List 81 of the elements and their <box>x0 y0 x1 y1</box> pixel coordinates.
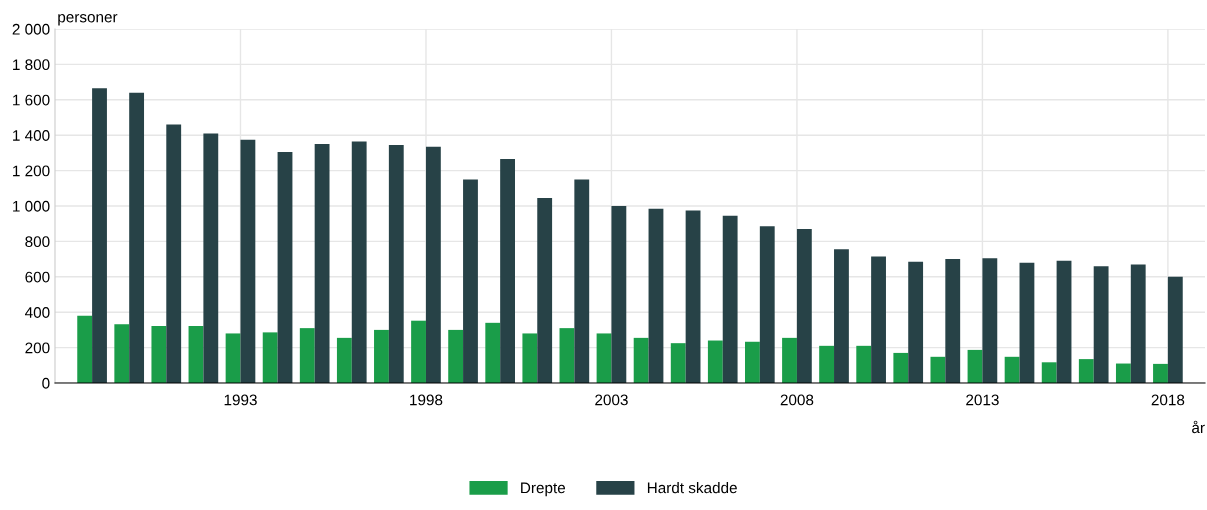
y-tick-label: 2 000 <box>12 23 50 35</box>
bar <box>1130 264 1146 383</box>
y-tick-label: 200 <box>25 342 50 354</box>
bar <box>500 159 515 383</box>
bar <box>574 179 590 383</box>
bar <box>1019 262 1035 383</box>
bar <box>114 324 130 383</box>
bar <box>1115 363 1131 383</box>
y-tick-label: 800 <box>25 236 50 248</box>
bar <box>92 88 107 383</box>
bar <box>203 133 219 383</box>
y-tick-label: 1 400 <box>13 130 50 141</box>
bar <box>448 329 464 383</box>
bar <box>611 206 627 383</box>
bar <box>262 332 278 383</box>
y-tick-label: 1 600 <box>13 94 50 106</box>
y-axis-title: personer <box>58 14 118 26</box>
x-tick-label: 2018 <box>1151 394 1185 406</box>
bar <box>633 337 649 383</box>
bar <box>299 328 315 383</box>
bar <box>670 343 686 383</box>
bar <box>908 261 924 383</box>
bar <box>871 256 886 383</box>
bar <box>1093 266 1109 383</box>
y-tick-label: 400 <box>25 307 50 318</box>
bar <box>930 356 946 383</box>
y-tick-label: 1 200 <box>13 165 50 177</box>
bar <box>796 229 812 383</box>
bar <box>1078 359 1094 383</box>
bar <box>559 328 575 383</box>
bar <box>1004 356 1020 383</box>
bar <box>967 349 983 383</box>
bar <box>411 320 426 383</box>
y-tick-label: 1 800 <box>13 59 50 71</box>
bar <box>945 259 961 383</box>
bar <box>537 198 553 383</box>
bar <box>745 341 760 383</box>
bar <box>893 352 909 383</box>
bar <box>1167 276 1183 383</box>
bar <box>782 337 797 383</box>
bar <box>314 144 330 383</box>
bar <box>277 152 293 383</box>
bar <box>485 322 501 383</box>
x-tick-label: 2013 <box>966 394 999 406</box>
bar <box>1056 260 1072 383</box>
bar <box>685 210 701 383</box>
bar <box>351 141 367 383</box>
x-tick-label: 2008 <box>780 394 814 406</box>
bar <box>596 333 612 383</box>
x-tick-label: 1993 <box>224 394 257 406</box>
legend-label: Hardt skadde <box>647 482 737 494</box>
bar <box>819 345 835 383</box>
bar <box>1041 362 1057 383</box>
bar <box>129 92 145 383</box>
bar <box>151 326 167 383</box>
bar <box>388 144 404 383</box>
bar <box>225 333 241 383</box>
y-tick-label: 600 <box>25 271 50 283</box>
y-tick-label: 0 <box>42 377 50 389</box>
bar <box>759 226 775 383</box>
bar <box>834 249 849 383</box>
bar <box>856 345 872 383</box>
bar <box>463 179 478 383</box>
x-tick-label: 2003 <box>595 394 628 406</box>
bar <box>188 326 204 383</box>
bar <box>648 208 664 383</box>
bar <box>166 124 182 383</box>
bar <box>240 139 256 383</box>
bar <box>336 337 352 383</box>
bar <box>77 315 93 383</box>
y-tick-label: 1 000 <box>13 200 50 212</box>
x-axis-title: år <box>1192 420 1205 434</box>
bar <box>722 215 738 383</box>
legend-label: Drepte <box>521 482 566 497</box>
bar <box>374 329 389 383</box>
bar <box>522 333 538 383</box>
bar <box>1153 363 1168 383</box>
x-tick-label: 1998 <box>410 394 443 406</box>
bar <box>982 258 998 383</box>
bar <box>707 340 723 383</box>
bar <box>425 146 441 383</box>
